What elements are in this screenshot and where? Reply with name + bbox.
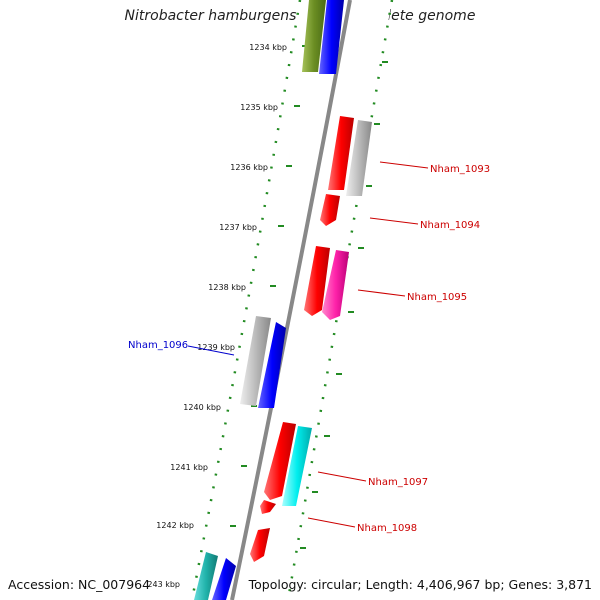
scale-label-1236: 1236 kbp: [230, 163, 268, 172]
gene-gray-1093[interactable]: [346, 120, 372, 196]
scale-label-1234: 1234 kbp: [249, 43, 287, 52]
gene-nham-1095[interactable]: [322, 250, 349, 320]
scale-label-1242: 1242 kbp: [156, 521, 194, 530]
gene-blue-1096[interactable]: [258, 322, 286, 408]
gene-nham-1093[interactable]: [328, 116, 354, 190]
scale-label-1240: 1240 kbp: [183, 403, 221, 412]
gene-nham-1096[interactable]: [240, 316, 271, 406]
gene-blue-bottom[interactable]: [212, 558, 236, 600]
tick-marks: [230, 45, 388, 549]
label-leaders: [187, 161, 429, 528]
gene-red-1095[interactable]: [304, 246, 330, 316]
scale-label-1237: 1237 kbp: [219, 223, 257, 232]
genome-backbone: [230, 0, 352, 600]
gene-label-nham-1097[interactable]: Nham_1097: [368, 477, 428, 488]
gene-nham-1098[interactable]: [260, 500, 276, 514]
gene-red-bottom[interactable]: [250, 528, 270, 562]
gene-olive[interactable]: [302, 0, 326, 72]
genome-summary: Topology: circular; Length: 4,406,967 bp…: [248, 577, 592, 592]
gene-red-1097[interactable]: [264, 422, 296, 500]
scale-label-1235: 1235 kbp: [240, 103, 278, 112]
scale-label-1239: 1239 kbp: [197, 343, 235, 352]
gene-label-nham-1098[interactable]: Nham_1098: [357, 523, 417, 534]
gene-label-nham-1096[interactable]: Nham_1096: [128, 340, 188, 351]
gene-nham-1094[interactable]: [320, 194, 340, 226]
scale-label-1241: 1241 kbp: [170, 463, 208, 472]
gene-nham-1097[interactable]: [282, 426, 312, 506]
gene-features: [194, 0, 372, 600]
gene-label-nham-1093[interactable]: Nham_1093: [430, 164, 490, 175]
accession-label: Accession: NC_007964: [8, 577, 151, 592]
gene-label-nham-1094[interactable]: Nham_1094: [420, 220, 480, 231]
scale-label-1243: 243 kbp: [147, 580, 180, 589]
gene-teal-bottom[interactable]: [194, 552, 218, 600]
scale-label-1238: 1238 kbp: [208, 283, 246, 292]
gene-blue-top[interactable]: [319, 0, 344, 74]
gene-label-nham-1095[interactable]: Nham_1095: [407, 292, 467, 303]
